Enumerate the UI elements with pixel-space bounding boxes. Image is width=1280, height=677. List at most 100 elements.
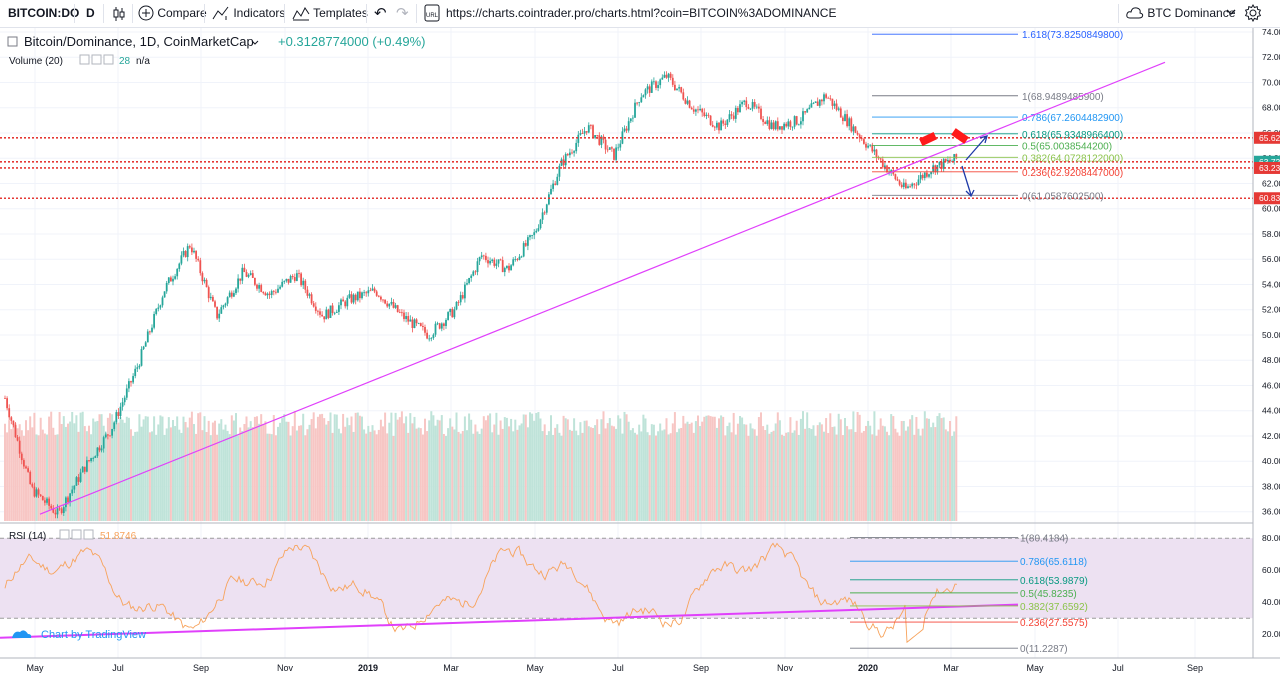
volume-bar bbox=[432, 415, 435, 521]
chart-url[interactable]: https://charts.cointrader.pro/charts.htm… bbox=[446, 6, 837, 20]
candle-body bbox=[890, 170, 893, 172]
candle-body bbox=[464, 284, 466, 299]
volume-bar bbox=[430, 411, 433, 521]
price-tag-label: 63.23 bbox=[1259, 163, 1280, 173]
candle-body bbox=[497, 259, 500, 264]
volume-bar bbox=[705, 415, 708, 521]
rsi-trendline[interactable] bbox=[0, 603, 1019, 639]
candle-body bbox=[174, 276, 176, 279]
compare-label: Compare bbox=[157, 6, 207, 20]
volume-bar bbox=[505, 417, 508, 521]
volume-bar bbox=[692, 432, 695, 521]
close-small-icon[interactable] bbox=[83, 529, 94, 540]
eye-icon[interactable] bbox=[59, 529, 70, 540]
volume-bar bbox=[514, 419, 517, 521]
candle-body bbox=[23, 460, 25, 467]
settings-small-icon[interactable] bbox=[71, 529, 82, 540]
volume-bar bbox=[442, 433, 445, 521]
watermark-text: Chart by TradingView bbox=[41, 629, 146, 641]
time-tick-label: Nov bbox=[277, 663, 294, 673]
rsi-axis[interactable]: 20.00 40.00 60.00 80.00 bbox=[1262, 533, 1280, 639]
candle-body bbox=[163, 291, 166, 298]
rsi-fib-level-label: 0.236(27.5575) bbox=[1020, 618, 1088, 629]
toolbar-divider bbox=[103, 4, 104, 23]
time-axis[interactable]: May Jul Sep Nov 2019 Mar May Jul Sep Nov 2020 Mar Ma… bbox=[26, 663, 1203, 673]
volume-bar bbox=[778, 420, 781, 521]
close-small-icon[interactable] bbox=[103, 54, 114, 65]
volume-bar bbox=[850, 429, 853, 521]
volume-bar bbox=[375, 434, 378, 521]
time-tick-label: 2020 bbox=[858, 663, 878, 673]
candle-body bbox=[896, 179, 899, 181]
candle-body bbox=[230, 292, 233, 297]
candle-body bbox=[856, 132, 859, 135]
fib-level-label: 0.236(62.9208447000) bbox=[1022, 168, 1123, 179]
rsi-fib-level-label: 1(80.4184) bbox=[1020, 534, 1068, 545]
candle-body bbox=[60, 508, 63, 513]
volume-bar bbox=[812, 425, 815, 521]
candle-body bbox=[233, 293, 235, 297]
chart-title: Bitcoin/Dominance, 1D, CoinMarketCap bbox=[24, 34, 254, 49]
volume-bar bbox=[598, 434, 601, 521]
candle-body bbox=[510, 265, 512, 271]
candle-body bbox=[590, 125, 592, 126]
interval-button[interactable]: D bbox=[86, 6, 95, 20]
candle-body bbox=[386, 303, 389, 307]
eye-icon[interactable] bbox=[79, 54, 90, 65]
watermark[interactable]: Chart by TradingView bbox=[12, 629, 146, 641]
volume-bar bbox=[291, 426, 294, 521]
url-icon[interactable]: URL bbox=[424, 0, 440, 27]
templates-button[interactable]: Templates bbox=[292, 0, 368, 27]
fib-level-label: 0(61.0587602500) bbox=[1022, 191, 1104, 202]
candle-body bbox=[734, 107, 737, 119]
candle-body bbox=[35, 489, 38, 497]
candle-body bbox=[403, 312, 405, 320]
volume-bar bbox=[946, 431, 949, 521]
chart-area[interactable]: 1.618(73.8250849800) 1(68.9489485900) 0.78… bbox=[0, 28, 1280, 677]
candle-body bbox=[688, 100, 691, 108]
candle-body bbox=[167, 277, 170, 283]
layout-button[interactable]: BTC Dominance bbox=[1126, 0, 1235, 27]
volume-bar bbox=[27, 430, 30, 521]
candle-body bbox=[779, 126, 781, 130]
volume-bar bbox=[518, 425, 521, 521]
volume-bar bbox=[568, 429, 571, 521]
rsi-fib-level-label: 0.618(53.9879) bbox=[1020, 576, 1088, 587]
volume-bar bbox=[810, 429, 813, 521]
symbol-search[interactable]: BITCOIN:DO bbox=[8, 6, 80, 20]
volume-bar bbox=[211, 422, 214, 521]
candle-body bbox=[789, 121, 792, 127]
candle-body bbox=[919, 174, 922, 180]
settings-button[interactable] bbox=[1244, 0, 1262, 27]
collapse-icon[interactable] bbox=[7, 36, 18, 47]
candle-body bbox=[663, 74, 666, 78]
candle-body bbox=[247, 274, 250, 277]
volume-bar bbox=[642, 414, 645, 521]
candle-body bbox=[123, 397, 126, 403]
templates-label: Templates bbox=[313, 6, 368, 20]
chevron-down-icon[interactable] bbox=[251, 40, 259, 45]
indicators-button[interactable]: Indicators bbox=[212, 0, 285, 27]
volume-bar bbox=[174, 426, 177, 521]
volume-bar bbox=[337, 428, 340, 521]
candle-body bbox=[682, 92, 685, 100]
volume-bar bbox=[295, 430, 298, 521]
layout-dropdown[interactable] bbox=[1226, 0, 1236, 27]
volume-bar bbox=[214, 420, 216, 521]
undo-icon[interactable]: ↶ bbox=[374, 5, 387, 22]
candles bbox=[4, 71, 958, 519]
volume-bar bbox=[799, 418, 802, 521]
candle-body bbox=[638, 102, 641, 103]
candle-body bbox=[667, 73, 670, 78]
settings-small-icon[interactable] bbox=[91, 54, 102, 65]
redo-icon[interactable]: ↷ bbox=[396, 5, 409, 22]
candle-body bbox=[56, 508, 59, 515]
candles-style-button[interactable] bbox=[112, 0, 126, 27]
volume-bar bbox=[474, 424, 477, 521]
price-tick-label: 68.00 bbox=[1262, 103, 1280, 113]
trendline[interactable] bbox=[39, 61, 1166, 515]
volume-bar bbox=[277, 426, 279, 521]
volume-bar bbox=[123, 422, 126, 521]
volume-bar bbox=[608, 417, 611, 521]
compare-button[interactable]: Compare bbox=[138, 0, 207, 27]
